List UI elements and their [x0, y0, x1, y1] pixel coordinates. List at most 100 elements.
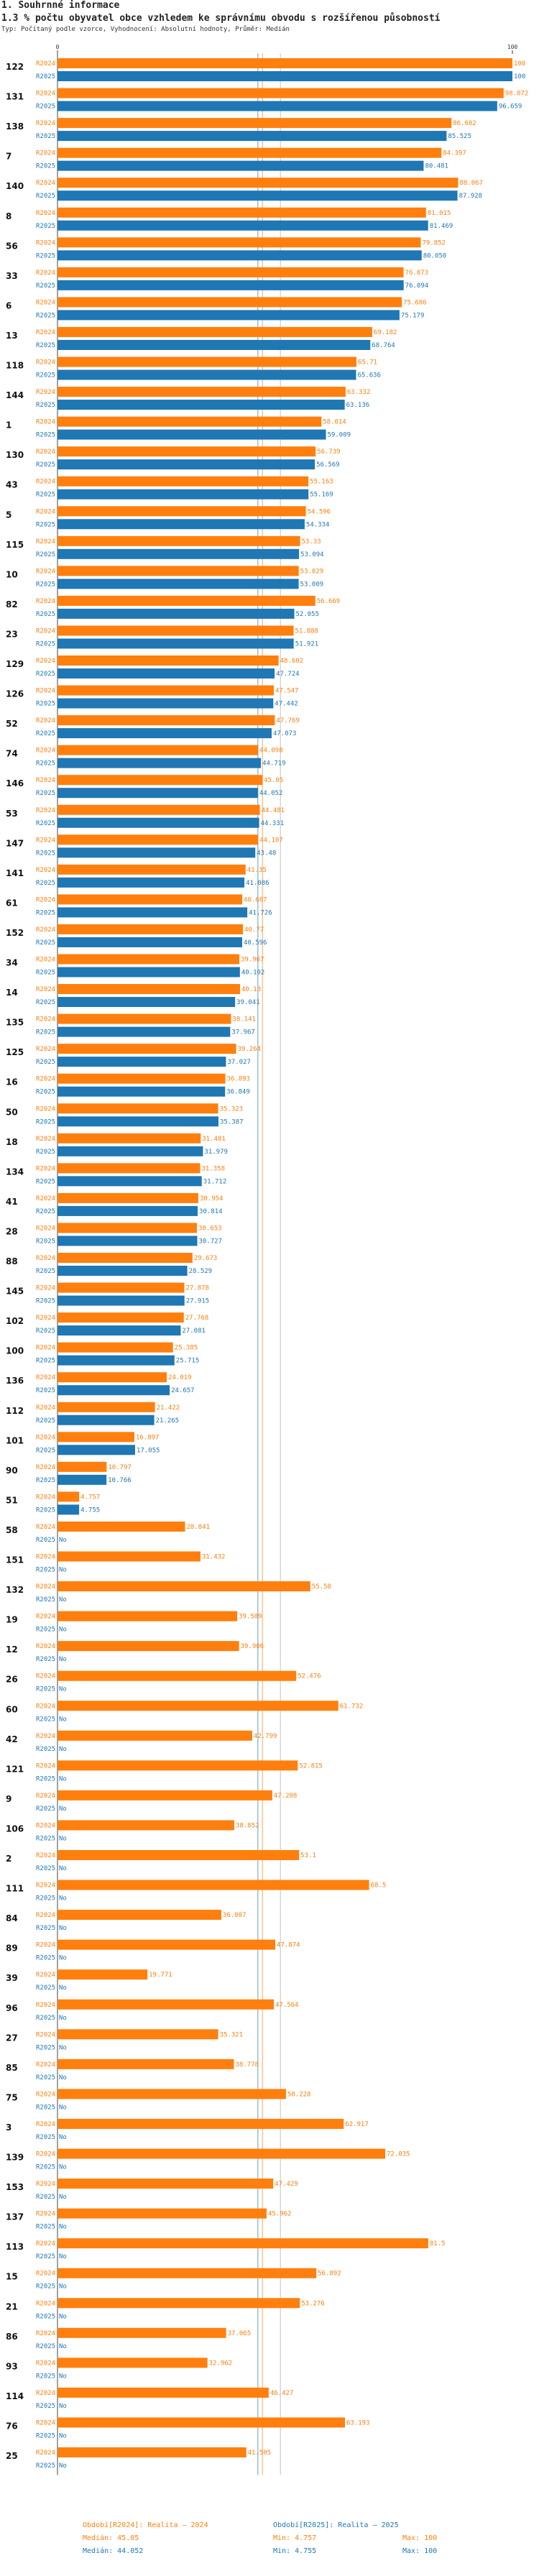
bar-2024 [57, 2148, 385, 2159]
series-label-2024: R2024 [36, 1315, 55, 1322]
series-label-2025: R2025 [36, 1208, 55, 1215]
series-label-2024: R2024 [36, 867, 55, 874]
category-label: 5 [6, 510, 11, 520]
value-label-2025: No [59, 1865, 67, 1872]
value-label-2025: No [59, 1686, 67, 1693]
value-label-2025: 25.715 [176, 1358, 200, 1365]
value-label-2024: 58.014 [323, 419, 346, 426]
value-label-2024: 52.815 [299, 1762, 323, 1770]
value-label-2024: 27.878 [185, 1285, 209, 1292]
value-label-2024: 79.852 [422, 239, 446, 247]
bar-2024 [57, 715, 275, 726]
value-label-2024: 29.673 [194, 1255, 218, 1262]
category-label: 7 [6, 152, 11, 162]
category-label: 136 [6, 1376, 24, 1386]
series-label-2024: R2024 [36, 1882, 55, 1890]
series-label-2025: R2025 [36, 2194, 55, 2201]
bar-2024 [57, 1223, 198, 1233]
category-label: 137 [6, 2212, 24, 2222]
value-label-2024: 65.71 [358, 359, 377, 367]
series-label-2025: R2025 [36, 2074, 55, 2082]
bar-2024 [57, 566, 299, 576]
value-label-2024: 47.769 [276, 717, 300, 724]
series-label-2025: R2025 [36, 760, 55, 768]
series-label-2024: R2024 [36, 1822, 55, 1829]
value-label-2024: 31.432 [202, 1554, 226, 1561]
series-label-2025: R2025 [36, 133, 55, 140]
bar-2025 [57, 190, 458, 201]
bar-2025 [57, 280, 404, 290]
max-2024: Max: 100 [402, 2534, 438, 2542]
value-label-2024: 24.019 [168, 1374, 192, 1381]
bar-2024 [57, 1013, 231, 1024]
series-label-2025: R2025 [36, 970, 55, 977]
bar-2024 [57, 1103, 218, 1114]
category-label: 93 [6, 2361, 18, 2371]
series-label-2025: R2025 [36, 2403, 55, 2410]
series-label-2024: R2024 [36, 1643, 55, 1650]
bar-2024 [57, 595, 315, 606]
bar-2024 [57, 88, 504, 98]
series-label-2025: R2025 [36, 1328, 55, 1335]
category-label: 118 [6, 361, 24, 371]
value-label-2024: 35.323 [220, 1105, 244, 1113]
category-label: 15 [6, 2272, 18, 2282]
series-label-2024: R2024 [36, 2091, 55, 2098]
series-label-2024: R2024 [36, 1225, 55, 1232]
series-label-2024: R2024 [36, 1195, 55, 1202]
category-label: 102 [6, 1316, 24, 1326]
value-label-2025: 80.050 [423, 252, 447, 259]
series-label-2024: R2024 [36, 1703, 55, 1710]
value-label-2024: 39.264 [238, 1046, 262, 1053]
bar-2024 [57, 1939, 276, 1950]
value-label-2025: 21.265 [156, 1417, 180, 1425]
value-label-2025: 43.48 [257, 850, 276, 857]
bar-2025 [57, 1116, 218, 1127]
value-label-2024: 53.276 [301, 2300, 325, 2307]
value-label-2025: 54.334 [306, 521, 330, 528]
bar-2025 [57, 907, 248, 918]
bar-2024 [57, 1163, 201, 1174]
series-label-2024: R2024 [36, 1076, 55, 1083]
series-label-2024: R2024 [36, 2151, 55, 2158]
x-tick-label: 0 [56, 44, 60, 50]
series-label-2024: R2024 [36, 60, 55, 68]
value-label-2024: 44.107 [259, 837, 283, 844]
series-label-2024: R2024 [36, 568, 55, 575]
category-label: 139 [6, 2153, 24, 2163]
value-label-2024: 86.602 [453, 120, 476, 127]
bar-2024 [57, 1760, 298, 1771]
series-label-2025: R2025 [36, 1178, 55, 1185]
bar-2025 [57, 698, 274, 709]
series-label-2025: R2025 [36, 2134, 55, 2141]
series-label-2024: R2024 [36, 688, 55, 695]
category-label: 27 [6, 2033, 18, 2043]
value-label-2024: 30.653 [198, 1225, 222, 1232]
category-label: 138 [6, 121, 24, 132]
value-label-2025: No [59, 2224, 67, 2231]
bar-2024 [57, 1342, 173, 1353]
bar-2024 [57, 924, 244, 934]
value-label-2025: 96.659 [499, 104, 522, 111]
series-label-2025: R2025 [36, 1387, 55, 1394]
value-label-2024: 61.732 [340, 1703, 364, 1710]
bar-2024 [57, 1820, 234, 1831]
value-label-2025: No [59, 1627, 67, 1634]
category-label: 88 [6, 1256, 18, 1266]
series-label-2025: R2025 [36, 2313, 55, 2320]
bar-2024 [57, 1850, 300, 1860]
chart-info: Typ: Počítaný podle vzorce, Vyhodnocení:… [1, 26, 290, 33]
category-label: 14 [6, 988, 18, 998]
bar-2025 [57, 101, 497, 111]
value-label-2025: 36.849 [226, 1089, 250, 1096]
series-label-2025: R2025 [36, 1925, 55, 1932]
value-label-2025: 37.027 [227, 1059, 251, 1066]
bar-2025 [57, 788, 258, 799]
value-label-2025: 4.755 [80, 1506, 100, 1514]
value-label-2024: 39.509 [239, 1614, 262, 1621]
bar-2024 [57, 1551, 201, 1562]
value-label-2025: 47.073 [273, 730, 297, 737]
value-label-2024: 4.757 [80, 1494, 100, 1501]
bar-2025 [57, 310, 400, 321]
bar-2024 [57, 1969, 148, 1980]
